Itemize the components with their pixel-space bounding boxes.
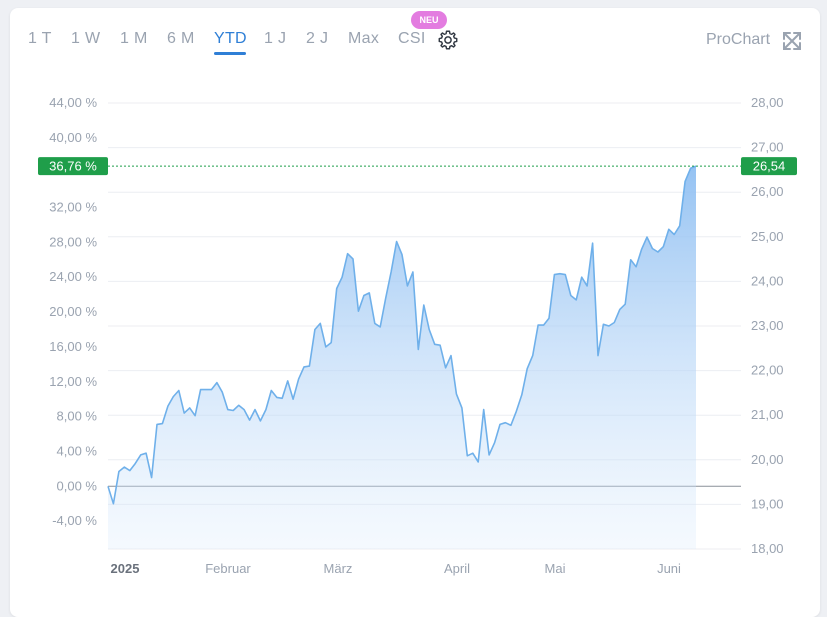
right-axis-tick-label: 18,00 [751, 541, 784, 556]
price-chart: 28,00 27,00 26,00 25,00 24,00 23,00 22,00 21,00… [38, 95, 797, 576]
left-axis-tick-label: 16,00 % [49, 339, 97, 354]
x-axis-tick-label: März [324, 561, 353, 576]
left-axis-tick-label: 24,00 % [49, 269, 97, 284]
left-axis-tick-label: 12,00 % [49, 374, 97, 389]
chart-card: 1 T 1 W 1 M 6 M YTD 1 J 2 J Max CSI NEU … [10, 8, 820, 617]
left-axis-tick-label: 4,00 % [57, 443, 98, 458]
expand-arrows-icon[interactable] [781, 30, 803, 52]
right-axis-tick-label: 22,00 [751, 363, 784, 378]
right-axis-tick-label: 21,00 [751, 407, 784, 422]
current-percent-badge [38, 157, 108, 176]
x-axis-tick-label: Juni [657, 561, 681, 576]
tab-1j[interactable]: 1 J [264, 30, 287, 47]
tab-max[interactable]: Max [348, 30, 380, 47]
series-line [107, 165, 697, 505]
tab-2j[interactable]: 2 J [306, 30, 329, 47]
left-axis-tick-label: 40,00 % [49, 130, 97, 145]
tab-1t[interactable]: 1 T [28, 30, 52, 47]
tab-ytd[interactable]: YTD [214, 30, 247, 47]
right-axis-tick-label: 24,00 [751, 273, 784, 288]
prochart-link[interactable]: ProChart [706, 31, 771, 48]
right-axis-tick-label: 26,00 [751, 184, 784, 199]
x-axis-tick-label: April [444, 561, 470, 576]
left-axis-tick-label: 28,00 % [49, 234, 97, 249]
right-axis-tick-label: 23,00 [751, 318, 784, 333]
left-axis-tick-label: 8,00 % [57, 409, 98, 424]
current-price-badge [741, 157, 797, 176]
right-axis-tick-label: 20,00 [751, 452, 784, 467]
tab-6m[interactable]: 6 M [167, 30, 195, 47]
right-axis-tick-label: 19,00 [751, 496, 784, 511]
left-axis-tick-label: 32,00 % [49, 200, 97, 215]
right-axis-tick-label: 28,00 [751, 95, 784, 110]
new-badge: NEU [411, 11, 447, 29]
active-tab-underline [214, 52, 246, 55]
left-axis-tick-label: -4,00 % [52, 513, 97, 528]
tab-1w[interactable]: 1 W [71, 30, 101, 47]
current-percent-label: 36,76 % [49, 159, 97, 174]
x-axis-tick-label: Mai [545, 561, 566, 576]
left-axis-tick-label: 0,00 % [57, 478, 98, 493]
current-price-label: 26,54 [753, 159, 786, 174]
x-axis-tick-label: Februar [205, 561, 251, 576]
left-axis-tick-label: 44,00 % [49, 95, 97, 110]
right-axis-tick-label: 25,00 [751, 229, 784, 244]
x-axis-tick-label: 2025 [111, 561, 140, 576]
series-area [108, 166, 696, 549]
right-axis-tick-label: 27,00 [751, 140, 784, 155]
left-axis-tick-label: 20,00 % [49, 304, 97, 319]
tab-csi[interactable]: CSI [398, 30, 426, 47]
tab-1m[interactable]: 1 M [120, 30, 148, 47]
gear-icon[interactable] [437, 29, 459, 51]
